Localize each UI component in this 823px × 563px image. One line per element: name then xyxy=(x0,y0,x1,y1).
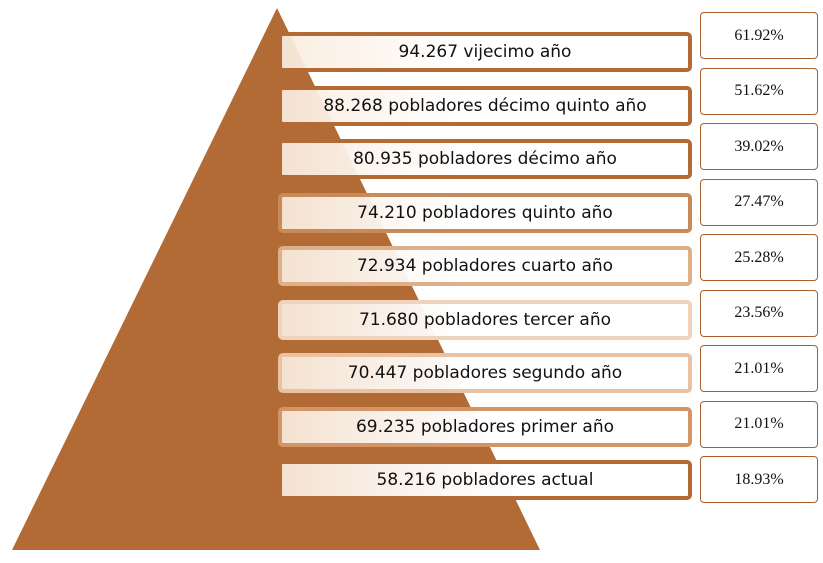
percent-box: 27.47% xyxy=(700,178,818,226)
level-box: 80.935 pobladores décimo año xyxy=(278,139,692,179)
percent-box: 21.01% xyxy=(700,345,818,392)
percent-box: 18.93% xyxy=(700,456,818,503)
percent-box: 21.01% xyxy=(700,400,818,448)
level-box: 58.216 pobladores actual xyxy=(278,460,692,500)
level-box: 72.934 pobladores cuarto año xyxy=(278,246,692,286)
level-box: 74.210 pobladores quinto año xyxy=(278,192,692,233)
percent-box: 39.02% xyxy=(700,123,818,170)
percent-box: 23.56% xyxy=(700,289,818,337)
percent-box: 61.92% xyxy=(700,12,818,59)
percent-box: 25.28% xyxy=(700,234,818,281)
level-box: 69.235 pobladores primer año xyxy=(278,406,692,447)
percent-box: 51.62% xyxy=(700,67,818,115)
level-box: 88.268 pobladores décimo quinto año xyxy=(278,85,692,126)
level-box: 94.267 vijecimo año xyxy=(278,32,692,72)
level-box: 71.680 pobladores tercer año xyxy=(278,299,692,340)
level-box: 70.447 pobladores segundo año xyxy=(278,353,692,393)
